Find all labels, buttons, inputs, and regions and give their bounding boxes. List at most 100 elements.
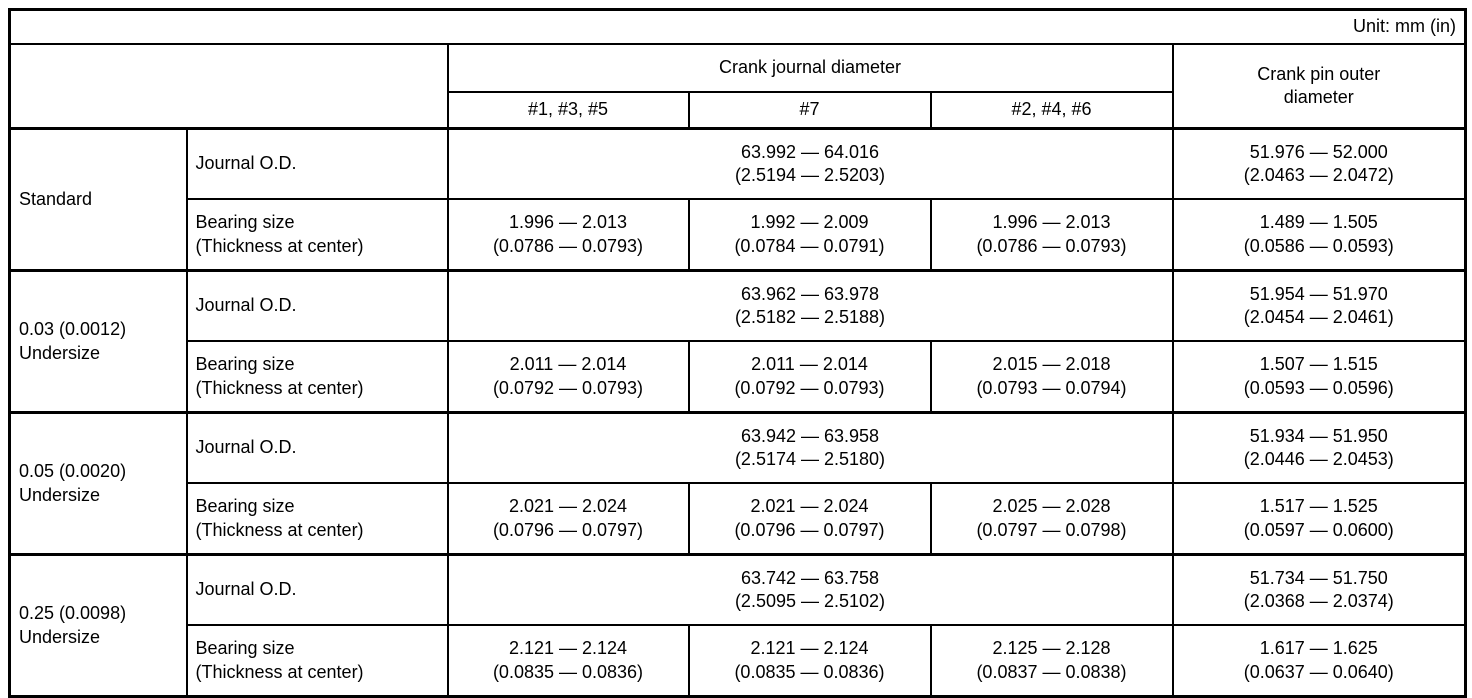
value-in: (0.0786 — 0.0793): [976, 235, 1127, 256]
value-mm: 1.996 — 2.013: [992, 212, 1111, 233]
value-in: (0.0593 — 0.0596): [1243, 377, 1394, 398]
row-label-journal-od: Journal O.D.: [185, 411, 449, 484]
value-mm: 63.942 — 63.958: [740, 425, 880, 446]
value-bearing-crank-pin: 1.517 — 1.525 (0.0597 — 0.0600): [1171, 482, 1467, 556]
value-in: (0.0793 — 0.0794): [976, 377, 1127, 398]
value-mm: 1.517 — 1.525: [1259, 496, 1378, 517]
value-in: (2.5194 — 2.5203): [734, 165, 886, 185]
group-label-line1: Standard: [19, 188, 93, 209]
value-mm: 1.996 — 2.013: [508, 212, 628, 233]
value-in: (0.0786 — 0.0793): [492, 235, 644, 256]
table-row: 0.25 (0.0098) Undersize Journal O.D. 63.…: [8, 553, 1467, 698]
header-row-2: #1, #3, #5 #7 #2, #4, #6: [10, 91, 1466, 130]
blank-corner-cell: [8, 43, 449, 130]
value-bearing-2-4-6: 1.996 — 2.013 (0.0786 — 0.0793): [929, 198, 1174, 272]
value-mm: 63.962 — 63.978: [740, 283, 880, 304]
value-in: (2.5095 — 2.5102): [734, 591, 886, 611]
group-label-line2: Undersize: [19, 342, 101, 363]
header-journal-2-4-6: #2, #4, #6: [929, 91, 1174, 130]
value-bearing-1-3-5: 2.011 — 2.014 (0.0792 — 0.0793): [446, 340, 690, 414]
row-label-line2: (Thickness at center): [195, 235, 364, 256]
table-row: 0.03 (0.0012) Undersize Journal O.D. 63.…: [8, 269, 1467, 414]
row-label-journal-od: Journal O.D.: [185, 269, 449, 342]
value-in: (2.0368 — 2.0374): [1243, 591, 1394, 611]
row-label-line2: (Thickness at center): [195, 519, 364, 540]
value-in: (2.5182 — 2.5188): [734, 307, 886, 327]
row-label-bearing-size: Bearing size (Thickness at center): [185, 198, 449, 272]
value-bearing-7: 1.992 — 2.009 (0.0784 — 0.0791): [687, 198, 932, 272]
row-label-line1: Bearing size: [195, 638, 295, 659]
value-crank-pin-od: 51.934 — 51.950 (2.0446 — 2.0453): [1171, 411, 1467, 484]
value-mm: 2.021 — 2.024: [508, 496, 628, 517]
value-in: (0.0796 — 0.0797): [734, 519, 885, 540]
row-label-line2: (Thickness at center): [195, 661, 364, 682]
header-row-1: Crank journal diameter Crank pin outer d…: [8, 43, 1467, 130]
value-crank-pin-od: 51.954 — 51.970 (2.0454 — 2.0461): [1171, 269, 1467, 342]
row-label-bearing-size: Bearing size (Thickness at center): [185, 482, 449, 556]
value-journal-od: 63.942 — 63.958 (2.5174 — 2.5180): [446, 411, 1174, 484]
value-in: (0.0597 — 0.0600): [1243, 519, 1394, 540]
value-in: (2.0454 — 2.0461): [1243, 307, 1394, 327]
header-crank-pin-outer-diameter: Crank pin outer diameter: [1171, 43, 1467, 130]
value-in: (2.5174 — 2.5180): [734, 449, 886, 469]
unit-label: Unit: mm (in): [8, 8, 1467, 45]
value-bearing-2-4-6: 2.015 — 2.018 (0.0793 — 0.0794): [929, 340, 1174, 414]
group-label-line1: 0.05 (0.0020): [19, 461, 127, 482]
value-crank-pin-od: 51.734 — 51.750 (2.0368 — 2.0374): [1171, 553, 1467, 626]
value-journal-od: 63.962 — 63.978 (2.5182 — 2.5188): [446, 269, 1174, 342]
table-row: Bearing size (Thickness at center) 1.996…: [10, 198, 1467, 272]
row-label-journal-od: Journal O.D.: [185, 553, 449, 626]
value-journal-od: 63.992 — 64.016 (2.5194 — 2.5203): [446, 127, 1174, 200]
value-in: (0.0784 — 0.0791): [734, 235, 885, 256]
value-in: (2.0463 — 2.0472): [1243, 165, 1394, 185]
group-label-line2: Undersize: [19, 484, 101, 505]
value-journal-od: 63.742 — 63.758 (2.5095 — 2.5102): [446, 553, 1174, 626]
value-in: (0.0792 — 0.0793): [492, 377, 644, 398]
group-label-line1: 0.25 (0.0098): [19, 603, 127, 624]
value-mm: 2.011 — 2.014: [509, 354, 627, 375]
value-mm: 2.125 — 2.128: [992, 638, 1111, 659]
row-label-line1: Bearing size: [195, 212, 295, 233]
group-label-standard: Standard: [8, 127, 188, 272]
crankshaft-spec-table: Unit: mm (in) Crank journal diameter Cra…: [8, 8, 1468, 698]
row-label-line1: Bearing size: [195, 354, 295, 375]
group-label-025-undersize: 0.25 (0.0098) Undersize: [8, 553, 188, 698]
value-bearing-7: 2.121 — 2.124 (0.0835 — 0.0836): [687, 624, 932, 698]
row-label-line1: Bearing size: [195, 496, 295, 517]
value-bearing-crank-pin: 1.507 — 1.515 (0.0593 — 0.0596): [1171, 340, 1467, 414]
value-in: (0.0792 — 0.0793): [734, 377, 885, 398]
value-mm: 51.934 — 51.950: [1249, 425, 1388, 446]
value-mm: 1.992 — 2.009: [750, 212, 869, 233]
value-in: (0.0835 — 0.0836): [492, 661, 644, 682]
value-mm: 1.617 — 1.625: [1259, 638, 1378, 659]
value-bearing-1-3-5: 1.996 — 2.013 (0.0786 — 0.0793): [446, 198, 690, 272]
value-mm: 63.742 — 63.758: [740, 567, 880, 588]
value-bearing-1-3-5: 2.121 — 2.124 (0.0835 — 0.0836): [446, 624, 690, 698]
value-in: (0.0796 — 0.0797): [492, 519, 644, 540]
group-label-003-undersize: 0.03 (0.0012) Undersize: [8, 269, 188, 414]
value-bearing-crank-pin: 1.489 — 1.505 (0.0586 — 0.0593): [1171, 198, 1467, 272]
value-mm: 51.976 — 52.000: [1249, 141, 1388, 162]
header-journal-1-3-5: #1, #3, #5: [446, 91, 690, 130]
value-mm: 51.954 — 51.970: [1249, 283, 1388, 304]
value-bearing-7: 2.021 — 2.024 (0.0796 — 0.0797): [687, 482, 932, 556]
group-label-005-undersize: 0.05 (0.0020) Undersize: [8, 411, 188, 556]
value-mm: 1.507 — 1.515: [1259, 354, 1378, 375]
value-crank-pin-od: 51.976 — 52.000 (2.0463 — 2.0472): [1171, 127, 1467, 200]
unit-row: Unit: mm (in): [8, 8, 1467, 45]
value-in: (2.0446 — 2.0453): [1243, 449, 1394, 469]
table-row: Bearing size (Thickness at center) 2.121…: [10, 624, 1467, 698]
value-mm: 2.021 — 2.024: [750, 496, 869, 517]
value-in: (0.0586 — 0.0593): [1243, 235, 1394, 256]
table-row: Bearing size (Thickness at center) 2.021…: [10, 482, 1467, 556]
value-bearing-crank-pin: 1.617 — 1.625 (0.0637 — 0.0640): [1171, 624, 1467, 698]
value-in: (0.0835 — 0.0836): [734, 661, 885, 682]
header-crank-pin-line1: Crank pin outer: [1257, 63, 1381, 84]
group-label-line2: Undersize: [19, 626, 101, 647]
header-journal-7: #7: [687, 91, 932, 130]
header-crank-journal-diameter: Crank journal diameter: [446, 43, 1174, 93]
header-crank-pin-line2: diameter: [1283, 87, 1354, 107]
value-mm: 2.121 — 2.124: [508, 638, 628, 659]
value-in: (0.0797 — 0.0798): [976, 519, 1127, 540]
value-mm: 2.011 — 2.014: [751, 354, 868, 375]
